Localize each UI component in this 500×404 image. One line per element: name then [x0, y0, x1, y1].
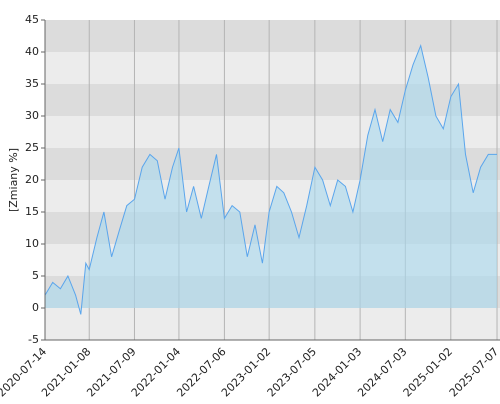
y-tick-label: 45 — [25, 13, 39, 26]
y-axis-label: [Zmiany %] — [7, 148, 20, 212]
y-tick-label: 25 — [25, 141, 39, 154]
y-tick-label: 15 — [25, 205, 39, 218]
background-band — [45, 52, 500, 84]
background-band — [45, 308, 500, 340]
y-tick-label: 30 — [25, 109, 39, 122]
y-tick-label: 5 — [32, 269, 39, 282]
x-tick-label: 2025-07-07 — [447, 345, 500, 399]
background-band — [45, 20, 500, 52]
line — [44, 43, 497, 315]
y-tick-label: 35 — [25, 77, 39, 90]
y-tick-label: 40 — [25, 45, 39, 58]
y-tick-label: 20 — [25, 173, 39, 186]
area — [45, 45, 497, 315]
y-tick-label: 10 — [25, 237, 39, 250]
y-tick-label: -5 — [28, 333, 39, 346]
y-tick-label: 0 — [32, 301, 39, 314]
